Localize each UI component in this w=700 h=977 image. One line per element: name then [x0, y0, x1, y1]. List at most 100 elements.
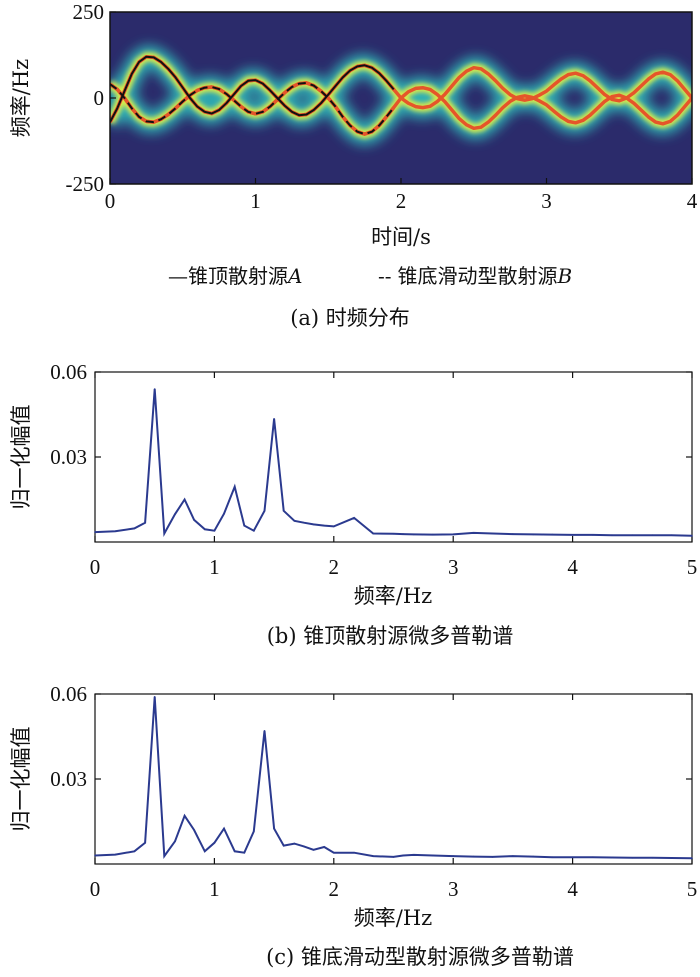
- panel-c-ylabel: 归一化幅值: [9, 727, 33, 832]
- panel-b-frame: [94, 371, 693, 543]
- panel-b-caption: (b) 锥顶散射源微多普勒谱: [267, 624, 514, 648]
- panel-c-data-point: [303, 845, 305, 848]
- panel-b-xtick-label: 2: [329, 555, 340, 579]
- panel-b-data-point: [571, 534, 574, 536]
- panel-c-axes: 0 1 2 3 4 5 0.06 0.03: [50, 682, 697, 901]
- panel-c-xtick-label: 2: [329, 877, 340, 901]
- panel-c-data-point: [452, 855, 455, 857]
- panel-b-data-point: [452, 533, 455, 536]
- panel-c-ytick-label: 0.06: [50, 682, 87, 706]
- panel-b-data-point: [392, 533, 395, 535]
- panel-b-data-point: [114, 530, 117, 532]
- panel-c-data-point: [183, 815, 186, 817]
- panel-b-data-point: [472, 532, 475, 534]
- panel-b-data-point: [491, 532, 494, 535]
- panel-c-data-point: [551, 856, 554, 858]
- panel-b: 0 1 2 3 4 5 0.06 0.03 频率/Hz 归一化幅值 (b) 锥顶散射源微多普勒…: [9, 360, 697, 648]
- panel-b-data-point: [243, 524, 246, 527]
- panel-b-data-point: [223, 512, 225, 515]
- panel-b-spectrum-line: [94, 388, 693, 537]
- panel-b-xtick-label: 0: [90, 555, 101, 579]
- panel-b-data-point: [631, 534, 634, 536]
- panel-b-data-point: [174, 513, 176, 515]
- panel-a-ytick-label: -250: [66, 172, 105, 196]
- panel-c-data-point: [293, 842, 296, 845]
- panel-c-data-point: [223, 827, 225, 830]
- panel-c-data-point: [163, 855, 166, 857]
- panel-c-data-point: [282, 844, 285, 847]
- panel-b-data-point: [282, 510, 285, 512]
- panel-b-xtick-label: 4: [567, 555, 578, 579]
- panel-c-data-point: [532, 855, 534, 858]
- panel-b-data-point: [213, 529, 216, 532]
- panel-c-data-point: [273, 827, 275, 830]
- panel-b-data-point: [333, 525, 335, 528]
- legend-entry-a: —锥顶散射源A: [168, 264, 302, 288]
- panel-b-ytick-label: 0.06: [50, 360, 87, 384]
- panel-c-data-point: [611, 856, 613, 859]
- panel-c-data-point: [472, 855, 475, 858]
- track-a-line: [110, 55, 395, 123]
- panel-b-data-point: [402, 533, 404, 535]
- panel-c-xtick-label: 3: [448, 877, 459, 901]
- panel-c-data-point: [353, 851, 355, 854]
- panel-c-data-point: [263, 730, 266, 732]
- panel-c-data-point: [253, 830, 255, 833]
- panel-c-data-point: [243, 851, 246, 854]
- panel-b-ytick-label: 0.03: [50, 445, 87, 469]
- panel-a-xlabel: 时间/s: [371, 225, 431, 249]
- panel-b-data-point: [651, 534, 654, 536]
- panel-b-points: [94, 388, 693, 537]
- panel-b-data-point: [233, 486, 236, 488]
- panel-c-xtick-label: 5: [687, 877, 698, 901]
- panel-c-data-point: [174, 840, 176, 843]
- panel-b-data-point: [133, 527, 136, 530]
- panel-b-xtick-label: 1: [209, 555, 220, 579]
- panel-c-spectrum-line: [94, 696, 693, 860]
- panel-a-caption: (a) 时频分布: [290, 306, 410, 330]
- panel-a-xtick-label: 0: [105, 189, 116, 213]
- panel-b-data-point: [413, 533, 415, 536]
- panel-a-xtick-label: 4: [687, 189, 698, 213]
- panel-b-data-point: [670, 534, 673, 536]
- panel-c-data-point: [670, 857, 673, 859]
- panel-c-data-point: [631, 857, 634, 859]
- panel-b-data-point: [144, 521, 146, 524]
- panel-b-data-point: [372, 532, 375, 535]
- panel-c-data-point: [651, 857, 654, 859]
- panel-c-data-point: [691, 857, 693, 860]
- panel-c-data-point: [491, 856, 494, 858]
- panel-b-data-point: [592, 534, 594, 536]
- panel-b-data-point: [183, 498, 186, 501]
- panel-b-xtick-label: 3: [448, 555, 459, 579]
- panel-c-data-point: [233, 850, 236, 853]
- panel-c-data-point: [333, 851, 335, 854]
- panel-c-data-point: [193, 829, 195, 831]
- track-b-line: [110, 81, 395, 136]
- panel-c-data-point: [133, 850, 136, 853]
- panel-b-data-point: [94, 531, 96, 533]
- panel-c-xlabel: 频率/Hz: [354, 906, 432, 930]
- panel-c-frame: [94, 693, 693, 865]
- legend-italic-b: B: [557, 264, 573, 288]
- panel-c-data-point: [402, 854, 404, 857]
- panel-c-xtick-label: 4: [567, 877, 578, 901]
- panel-c-data-point: [372, 855, 375, 857]
- panel-b-xlabel: 频率/Hz: [354, 584, 432, 608]
- panel-c-data-point: [144, 842, 146, 844]
- panel-c-data-point: [204, 850, 206, 853]
- panel-c-data-point: [323, 846, 326, 848]
- panel-c-data-point: [413, 854, 415, 856]
- panel-a-ylabel: 频率/Hz: [9, 59, 33, 137]
- legend-symbol-a: —: [168, 264, 188, 288]
- panel-a-xtick-label: 2: [396, 189, 407, 213]
- panel-c: 0 1 2 3 4 5 0.06 0.03 频率/Hz 归一化幅值 (c) 锥底滑动型散射源微…: [9, 682, 697, 969]
- legend-symbol-b: --: [378, 264, 392, 288]
- panel-b-xtick-label: 5: [687, 555, 698, 579]
- panel-c-caption: (c) 锥底滑动型散射源微多普勒谱: [266, 945, 574, 969]
- panel-b-data-point: [353, 517, 355, 519]
- panel-a-xtick-label: 1: [250, 189, 261, 213]
- panel-b-data-point: [512, 533, 514, 535]
